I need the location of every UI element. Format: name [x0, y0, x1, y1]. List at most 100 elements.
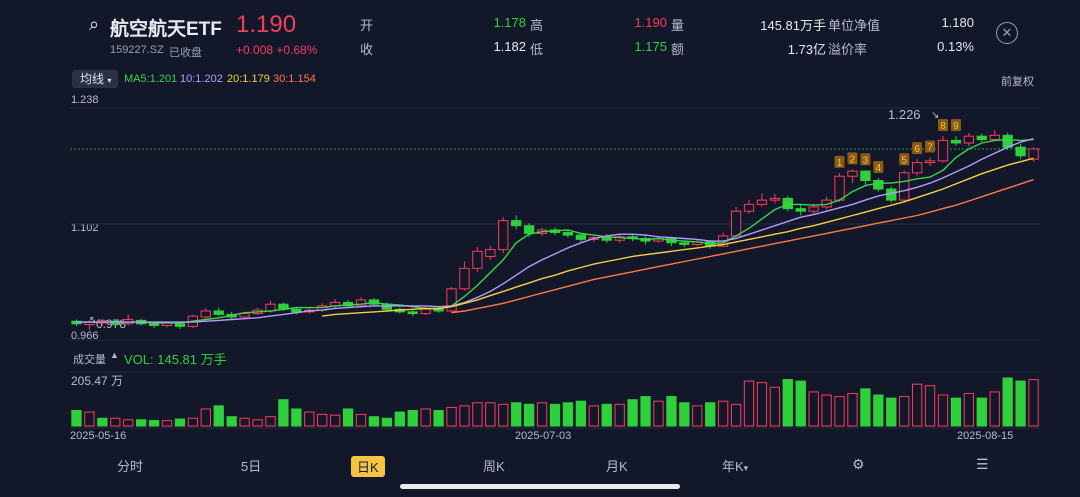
ma5-line: [76, 138, 1034, 324]
volume-bars-layer: [71, 377, 1039, 427]
security-code: 159227.SZ: [110, 44, 164, 56]
volume-bar-up: [187, 417, 199, 427]
high-label: 高: [530, 18, 544, 33]
tab-monthly-k[interactable]: 月K: [606, 459, 628, 474]
td-sequence-layer: 1 2 34 56 78 9: [834, 119, 961, 174]
td-badge: [899, 153, 910, 166]
tab-daily-k[interactable]: 日K: [351, 456, 385, 477]
candle-up: [200, 310, 211, 318]
volume-bar-down: [381, 417, 393, 427]
tab-yearly-label: 年K: [722, 459, 744, 474]
candle-up: [446, 288, 457, 312]
volume-bar-up: [265, 416, 276, 427]
tab-5day[interactable]: 5日: [241, 459, 262, 474]
candle-up: [808, 206, 819, 212]
volume-bar-down: [705, 402, 716, 427]
volume-bar-up: [769, 386, 781, 427]
volume-bar-up: [743, 380, 755, 427]
volume-bar-up: [239, 417, 250, 427]
candle-up: [937, 139, 949, 162]
td-number: 8: [940, 121, 946, 132]
candle-down: [523, 225, 535, 234]
candle-up: [420, 308, 431, 315]
adjust-mode-button[interactable]: 前复权: [1001, 76, 1034, 88]
volume-bar-up: [614, 403, 625, 427]
volume-bar-down: [213, 405, 224, 427]
volume-bar-down: [174, 418, 186, 427]
candle-up: [963, 135, 975, 144]
volume-bar-down: [148, 420, 160, 427]
volume-bar-up: [355, 413, 367, 427]
candle-up: [459, 267, 470, 290]
volume-bar-down: [601, 403, 612, 427]
volume-toggle-icon[interactable]: ▲: [110, 350, 119, 360]
volume-bar-down: [666, 396, 677, 427]
candle-up: [485, 249, 496, 257]
logo-icon: ⌕: [89, 14, 100, 34]
candle-down: [291, 308, 302, 313]
volume-bar-up: [717, 400, 729, 427]
candle-down: [601, 237, 612, 241]
volume-bar-up: [84, 411, 95, 427]
volume-bar-up: [472, 402, 483, 427]
tab-weekly-k[interactable]: 周K: [483, 459, 505, 474]
td-badge: [860, 153, 871, 166]
volume-bar-up: [821, 394, 832, 427]
volume-bar-down: [97, 417, 108, 427]
volume-bar-down: [562, 402, 574, 427]
tab-intraday[interactable]: 分时: [117, 459, 144, 474]
td-badge: [938, 119, 948, 132]
high-annotation: 1.226: [888, 107, 921, 122]
date-start: 2025-05-16: [70, 430, 127, 442]
volume-bar-down: [976, 397, 987, 427]
volume-bar-up: [989, 391, 1000, 427]
volume-bar-up: [937, 394, 949, 427]
volume-bar-up: [498, 403, 509, 427]
volume-bar-down: [291, 408, 302, 427]
td-number: 9: [953, 121, 959, 132]
open-value: 1.178: [493, 15, 526, 30]
volume-bar-down: [278, 399, 289, 427]
volume-bar-down: [782, 379, 793, 427]
ma10-line: [76, 138, 1034, 323]
ma20-value: 20:1.179: [227, 73, 270, 85]
tab-yearly-k[interactable]: 年K▾: [722, 456, 748, 475]
volume-bar-down: [886, 397, 897, 427]
chevron-down-icon: ▾: [107, 76, 112, 85]
candle-down: [782, 197, 793, 210]
close-label: 收: [360, 42, 374, 57]
candle-up: [743, 203, 755, 212]
candle-down: [174, 323, 186, 327]
volume-bar-down: [511, 402, 522, 427]
volume-label: 量: [671, 18, 685, 33]
ma-selector-button[interactable]: 均线 ▾: [72, 70, 118, 88]
menu-lines-icon[interactable]: ☰: [976, 456, 989, 472]
volume-bar-up: [446, 406, 457, 427]
td-number: 7: [927, 142, 933, 153]
td-number: 3: [863, 155, 869, 166]
premium-label: 溢价率: [828, 42, 868, 57]
chevron-down-icon: ▾: [743, 463, 749, 473]
volume-bar-up: [252, 419, 263, 427]
volume-bar-down: [342, 408, 354, 427]
candle-down: [873, 180, 884, 190]
date-mid: 2025-07-03: [515, 430, 572, 442]
volume-title: 成交量: [73, 354, 106, 366]
volume-bar-up: [653, 400, 664, 427]
volume-bar-up: [200, 408, 211, 427]
td-badge: [873, 160, 884, 173]
candle-up: [847, 170, 858, 177]
close-icon[interactable]: ✕: [996, 22, 1018, 44]
open-label: 开: [360, 18, 374, 33]
volume-bar-up: [808, 391, 819, 427]
amount-label: 额: [671, 42, 685, 57]
volume-bar-up: [1028, 379, 1039, 427]
candle-down: [860, 170, 871, 181]
candle-down: [110, 320, 121, 326]
candle-down: [795, 208, 806, 212]
candle-up: [730, 210, 742, 237]
volume-bar-up: [329, 414, 341, 427]
indicator-settings-icon[interactable]: ⚙: [852, 456, 865, 472]
td-number: 4: [876, 163, 882, 174]
